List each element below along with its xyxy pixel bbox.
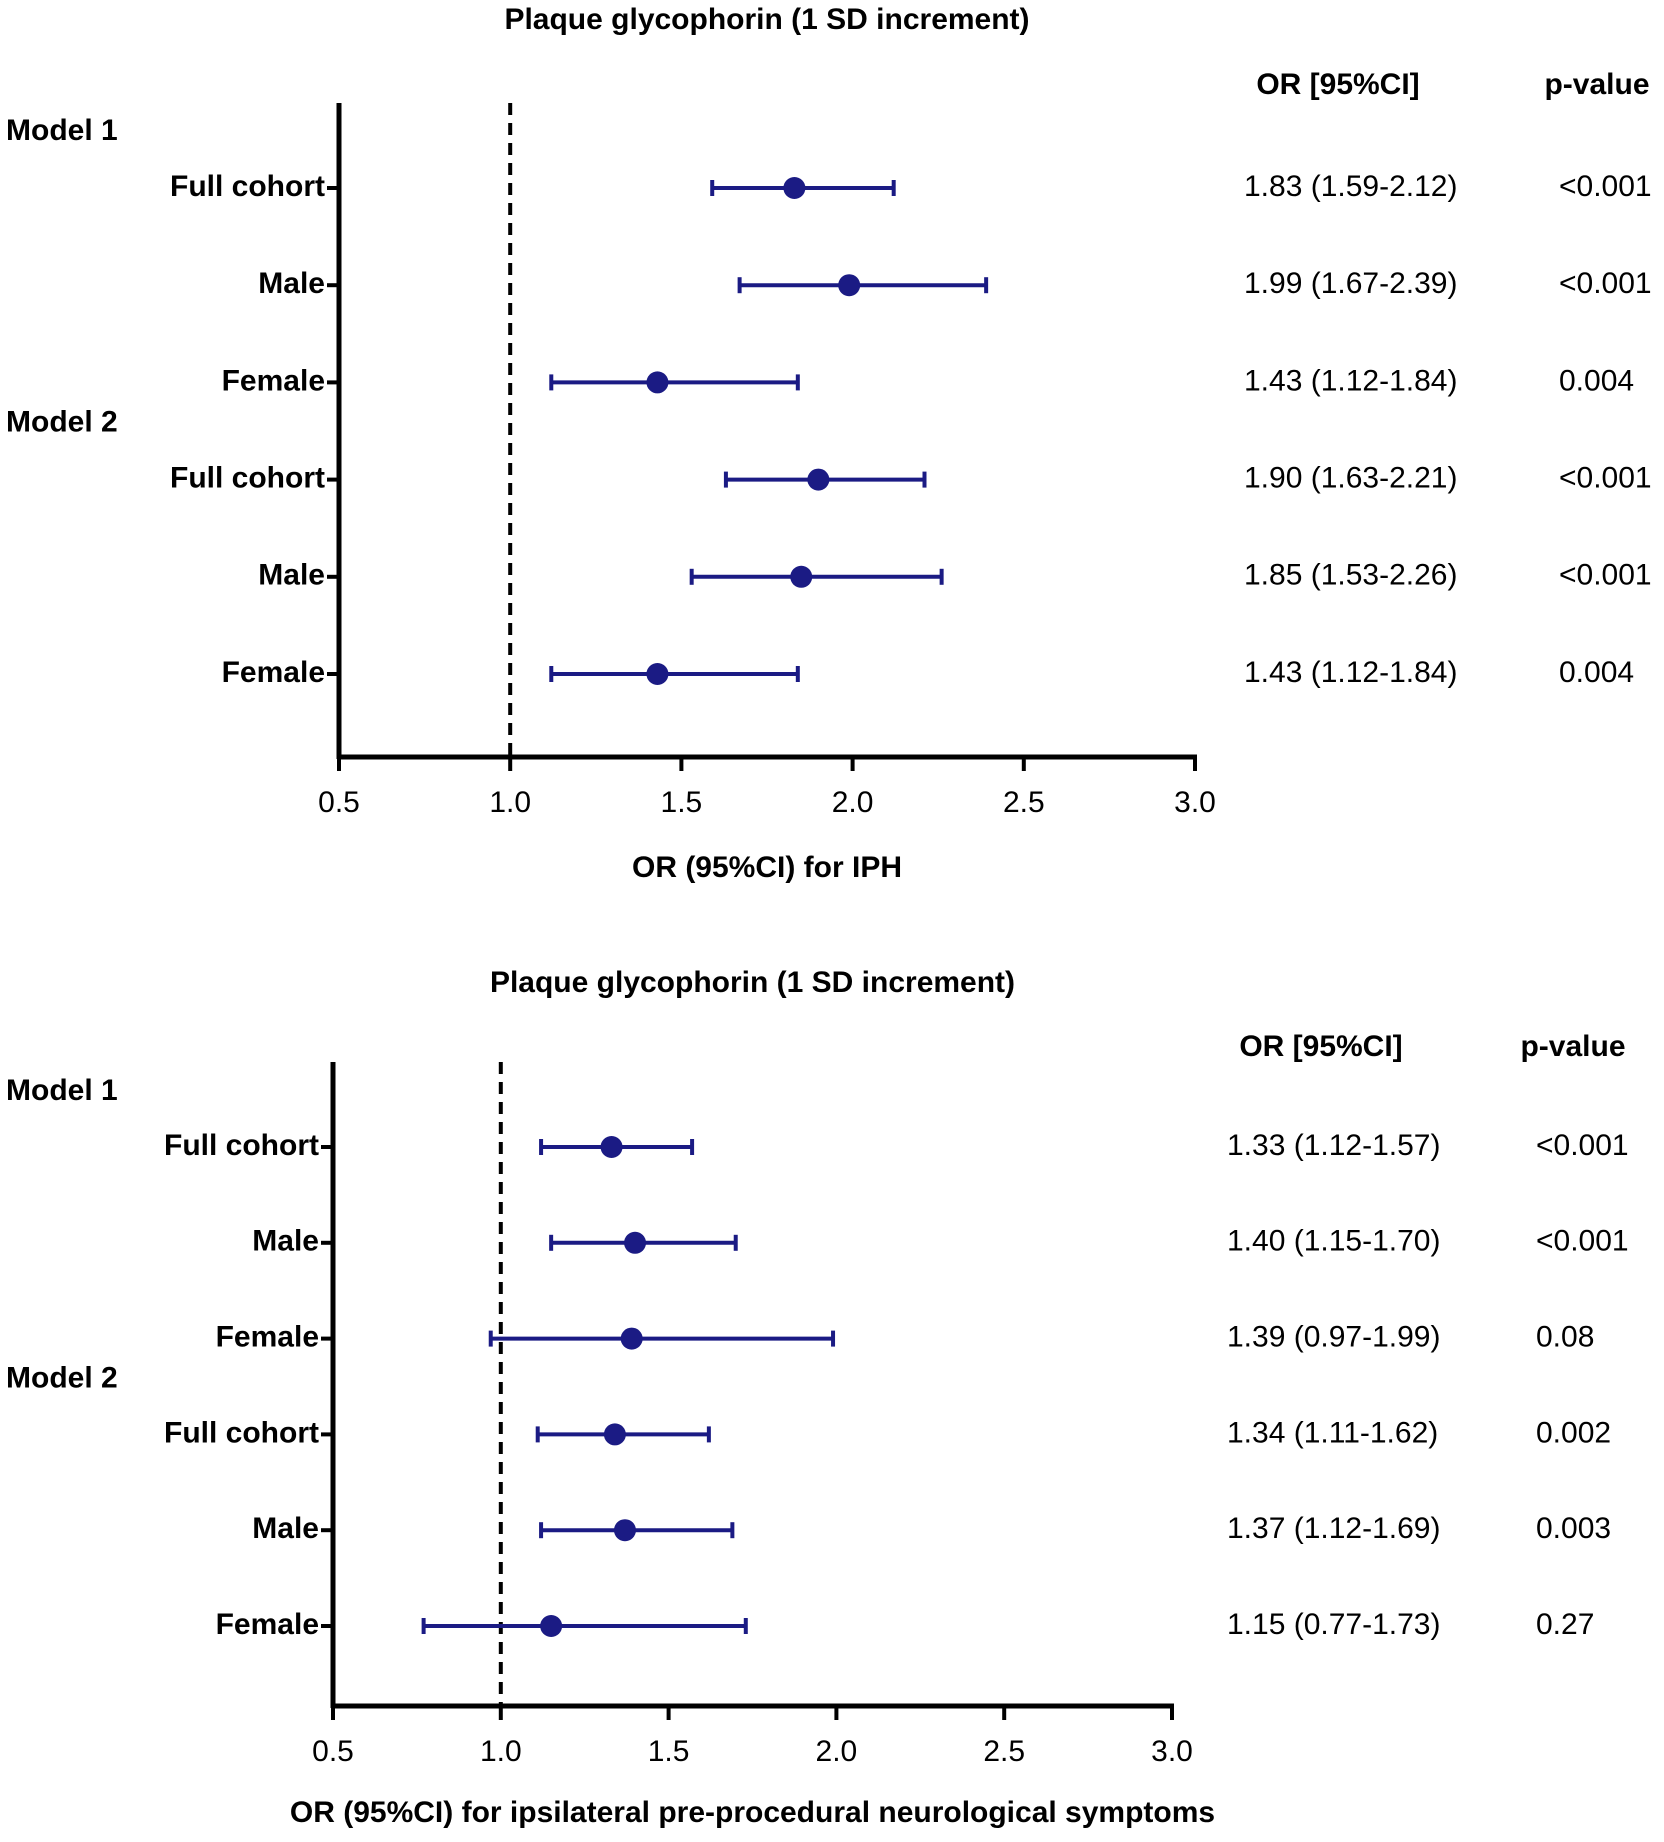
x-tick-label: 0.5: [318, 786, 360, 819]
category-label: Female: [216, 1321, 319, 1354]
or-ci-text: 1.33 (1.12-1.57): [1227, 1129, 1440, 1162]
group-label: Model 2: [6, 406, 118, 439]
or-ci-text: 1.15 (0.77-1.73): [1227, 1608, 1440, 1641]
category-label: Male: [258, 267, 325, 300]
point-estimate: [613, 1519, 636, 1542]
point-estimate: [603, 1423, 626, 1446]
x-axis-label: OR (95%CI) for ipsilateral pre-procedura…: [290, 1796, 1215, 1829]
p-value-text: 0.08: [1536, 1321, 1594, 1354]
category-label: Full cohort: [170, 462, 325, 495]
category-label: Full cohort: [164, 1129, 319, 1162]
or-ci-text: 1.39 (0.97-1.99): [1227, 1321, 1440, 1354]
p-value-text: <0.001: [1536, 1129, 1629, 1162]
category-label: Male: [258, 559, 325, 592]
p-value-text: 0.002: [1536, 1416, 1611, 1449]
category-label: Full cohort: [170, 170, 325, 203]
point-estimate: [600, 1136, 623, 1158]
column-header: OR [95%CI]: [1239, 1030, 1402, 1063]
point-estimate: [838, 274, 861, 297]
point-estimate: [783, 177, 806, 199]
p-value-text: <0.001: [1559, 267, 1652, 300]
category-label: Female: [222, 364, 325, 397]
or-ci-text: 1.43 (1.12-1.84): [1244, 364, 1457, 397]
x-tick-label: 3.0: [1174, 786, 1216, 819]
point-estimate: [620, 1327, 643, 1350]
column-header: p-value: [1520, 1030, 1625, 1063]
x-tick-label: 1.0: [480, 1735, 522, 1768]
x-tick-label: 1.5: [648, 1735, 690, 1768]
category-label: Male: [252, 1225, 319, 1258]
or-ci-text: 1.40 (1.15-1.70): [1227, 1225, 1440, 1258]
group-label: Model 2: [6, 1361, 118, 1394]
or-ci-text: 1.90 (1.63-2.21): [1244, 462, 1457, 495]
p-value-text: <0.001: [1559, 462, 1652, 495]
p-value-text: 0.003: [1536, 1512, 1611, 1545]
group-label: Model 1: [6, 114, 118, 147]
x-tick-label: 3.0: [1151, 1735, 1193, 1768]
column-header: p-value: [1544, 68, 1649, 101]
point-estimate: [646, 663, 669, 685]
or-ci-text: 1.34 (1.11-1.62): [1227, 1416, 1438, 1449]
category-label: Male: [252, 1512, 319, 1545]
point-estimate: [624, 1231, 647, 1254]
or-ci-text: 1.83 (1.59-2.12): [1244, 170, 1457, 203]
p-value-text: 0.27: [1536, 1608, 1594, 1641]
x-tick-label: 2.0: [816, 1735, 858, 1768]
x-tick-label: 2.5: [1003, 786, 1045, 819]
group-label: Model 1: [6, 1074, 118, 1107]
p-value-text: <0.001: [1559, 559, 1652, 592]
x-tick-label: 0.5: [312, 1735, 354, 1768]
point-estimate: [646, 371, 669, 394]
chart-title: Plaque glycophorin (1 SD increment): [490, 966, 1015, 999]
p-value-text: <0.001: [1559, 170, 1652, 203]
point-estimate: [807, 468, 830, 491]
x-tick-label: 2.5: [983, 1735, 1025, 1768]
p-value-text: 0.004: [1559, 364, 1634, 397]
category-label: Female: [216, 1608, 319, 1641]
column-header: OR [95%CI]: [1256, 68, 1419, 101]
x-tick-label: 2.0: [832, 786, 874, 819]
p-value-text: 0.004: [1559, 656, 1634, 689]
p-value-text: <0.001: [1536, 1225, 1629, 1258]
x-tick-label: 1.0: [489, 786, 531, 819]
category-label: Full cohort: [164, 1416, 319, 1449]
x-axis-label: OR (95%CI) for IPH: [632, 851, 902, 884]
or-ci-text: 1.85 (1.53-2.26): [1244, 559, 1457, 592]
x-tick-label: 1.5: [661, 786, 703, 819]
point-estimate: [540, 1615, 563, 1637]
category-label: Female: [222, 656, 325, 689]
or-ci-text: 1.43 (1.12-1.84): [1244, 656, 1457, 689]
or-ci-text: 1.99 (1.67-2.39): [1244, 267, 1457, 300]
or-ci-text: 1.37 (1.12-1.69): [1227, 1512, 1440, 1545]
chart-title: Plaque glycophorin (1 SD increment): [504, 3, 1029, 36]
point-estimate: [790, 565, 813, 588]
